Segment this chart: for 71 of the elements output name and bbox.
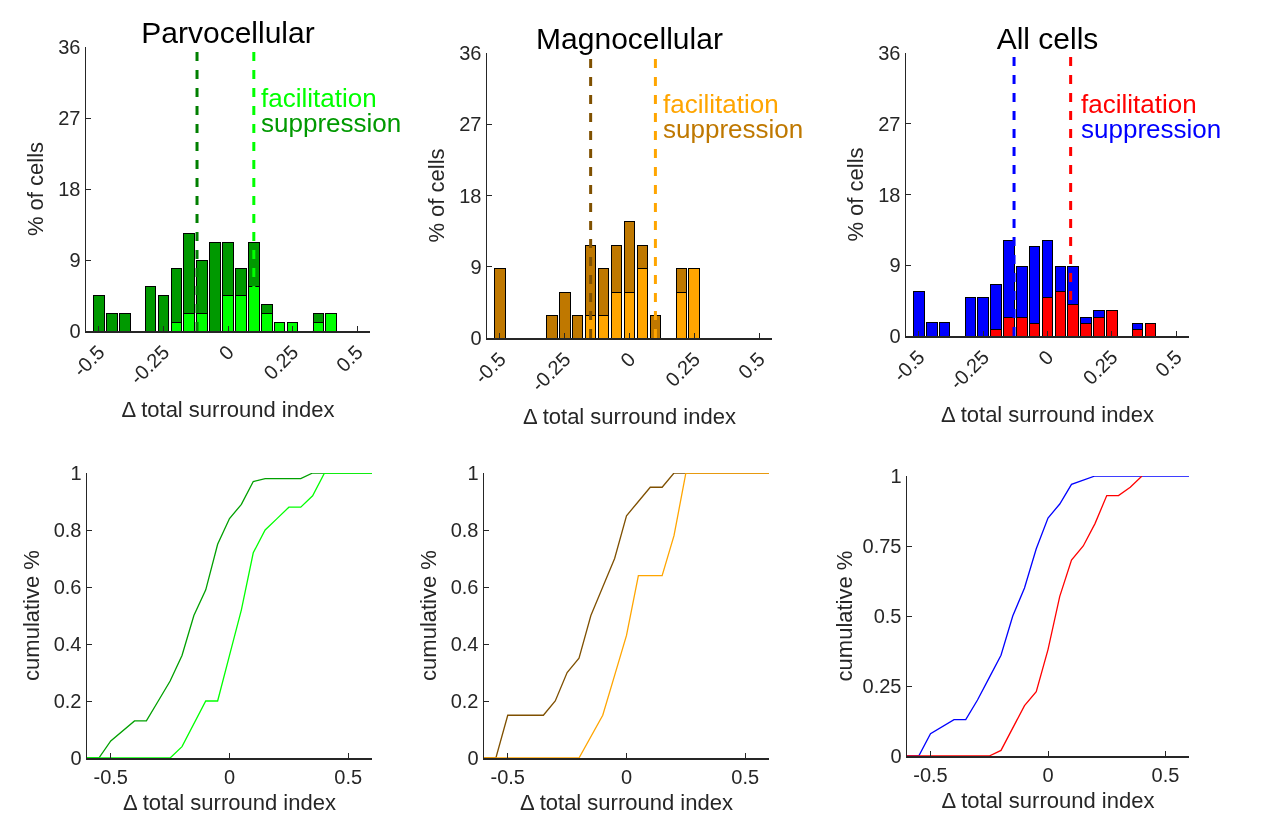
- y-tick-label: 0.2: [450, 690, 479, 712]
- y-tick-label: 0.2: [53, 690, 82, 712]
- x-tick-label: -0.5: [913, 763, 948, 786]
- y-tick-label: 0.8: [450, 519, 479, 541]
- y-axis-title: cumulative %: [415, 550, 441, 681]
- x-tick-label: 0: [620, 765, 633, 788]
- y-tick-label: 27: [459, 113, 482, 136]
- y-tick-label: 18: [459, 184, 482, 207]
- x-tick-label: -0.5: [490, 765, 525, 788]
- x-tick-label: 0.25: [1078, 345, 1122, 389]
- y-axis-title: cumulative %: [832, 550, 857, 682]
- y-tick-label: 0: [467, 747, 479, 769]
- x-tick-label: 0.5: [331, 340, 367, 377]
- x-tick-label: 0: [615, 347, 640, 372]
- y-tick-label: 0: [890, 745, 902, 767]
- x-tick-label: 0.25: [259, 340, 303, 384]
- y-tick-label: 0: [889, 325, 901, 347]
- chart-title: Parvocellular: [141, 16, 315, 49]
- x-axis-title: Δ total surround index: [941, 788, 1155, 814]
- bar: [144, 286, 157, 331]
- y-tick-label: 36: [459, 42, 482, 64]
- y-tick-label: 0.75: [862, 535, 902, 557]
- x-tick-label: 0: [1042, 763, 1054, 786]
- y-tick-label: 9: [69, 249, 81, 271]
- line-series: [87, 473, 372, 758]
- y-axis-title: % of cells: [424, 148, 450, 243]
- x-axis-title: Δ total surround index: [523, 404, 736, 430]
- y-tick-label: 36: [878, 42, 901, 64]
- y-tick-label: 0.5: [873, 605, 902, 627]
- y-tick-label: 1: [467, 462, 479, 484]
- x-tick-label: 0: [223, 765, 236, 788]
- y-tick-label: 0.6: [53, 576, 82, 598]
- line-series: [484, 473, 769, 758]
- y-axis-title: % of cells: [843, 147, 869, 242]
- y-tick-label: 1: [890, 465, 902, 487]
- y-tick-label: 27: [878, 112, 901, 135]
- x-tick-label: 0.5: [733, 347, 769, 384]
- x-axis-title: Δ total surround index: [123, 790, 336, 816]
- x-tick-label: -0.5: [888, 345, 929, 386]
- y-axis-title: cumulative %: [18, 550, 44, 681]
- y-tick-label: 0.4: [450, 633, 479, 655]
- y-tick-label: 0.25: [862, 675, 902, 697]
- x-tick-label: 0.5: [1151, 763, 1180, 786]
- x-tick-label: 0.5: [1150, 345, 1187, 382]
- y-tick-label: 18: [58, 178, 81, 200]
- x-tick-label: 0.25: [661, 347, 705, 391]
- x-axis-title: Δ total surround index: [121, 397, 335, 423]
- y-tick-label: 1: [70, 462, 82, 484]
- y-tick-label: 9: [889, 254, 901, 277]
- chart-title: All cells: [996, 22, 1099, 55]
- x-axis-title: Δ total surround index: [520, 790, 733, 816]
- x-tick-label: 0: [1033, 345, 1058, 370]
- x-tick-label: -0.5: [93, 765, 128, 788]
- y-tick-label: 0.8: [53, 519, 82, 541]
- x-tick-label: -0.5: [469, 347, 510, 388]
- y-tick-label: 9: [470, 255, 482, 278]
- y-tick-label: 0.6: [450, 576, 479, 598]
- x-tick-label: -0.5: [68, 340, 109, 381]
- x-tick-label: 0.5: [731, 765, 760, 788]
- y-tick-label: 18: [878, 183, 901, 206]
- y-tick-label: 0: [70, 747, 82, 769]
- y-tick-label: 36: [58, 36, 81, 58]
- y-tick-label: 0: [69, 320, 81, 342]
- bar: [494, 267, 506, 338]
- y-tick-label: 27: [58, 107, 81, 129]
- y-tick-label: 0.4: [53, 633, 82, 655]
- x-tick-label: 0: [214, 340, 238, 365]
- chart-title: Magnocellular: [536, 22, 723, 55]
- y-axis-title: % of cells: [23, 141, 49, 237]
- x-tick-label: 0.5: [334, 765, 363, 788]
- x-axis-title: Δ total surround index: [941, 402, 1154, 428]
